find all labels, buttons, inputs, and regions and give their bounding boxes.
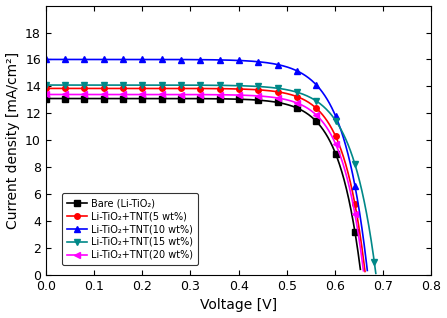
Y-axis label: Current density [mA/cm²]: Current density [mA/cm²] bbox=[5, 52, 20, 229]
Li-TiO₂+TNT(5 wt%) bbox=[181, 86, 187, 90]
Li-TiO₂+TNT(20 wt%) bbox=[122, 93, 127, 96]
Li-TiO₂+TNT(5 wt%) bbox=[43, 86, 49, 90]
Bare (Li-TiO₂) bbox=[148, 97, 154, 100]
Li-TiO₂+TNT(20 wt%) bbox=[86, 93, 91, 96]
Line: Li-TiO₂+TNT(10 wt%): Li-TiO₂+TNT(10 wt%) bbox=[43, 57, 370, 273]
Li-TiO₂+TNT(20 wt%) bbox=[43, 93, 49, 96]
Li-TiO₂+TNT(15 wt%) bbox=[373, 272, 379, 275]
Li-TiO₂+TNT(20 wt%) bbox=[66, 93, 72, 96]
Li-TiO₂+TNT(15 wt%) bbox=[223, 84, 228, 87]
Li-TiO₂+TNT(10 wt%) bbox=[280, 64, 285, 67]
Li-TiO₂+TNT(15 wt%) bbox=[83, 83, 88, 87]
Li-TiO₂+TNT(20 wt%) bbox=[325, 126, 330, 130]
Li-TiO₂+TNT(10 wt%) bbox=[338, 128, 344, 132]
Legend: Bare (Li-TiO₂), Li-TiO₂+TNT(5 wt%), Li-TiO₂+TNT(10 wt%), Li-TiO₂+TNT(15 wt%), Li: Bare (Li-TiO₂), Li-TiO₂+TNT(5 wt%), Li-T… bbox=[62, 193, 198, 265]
Line: Li-TiO₂+TNT(20 wt%): Li-TiO₂+TNT(20 wt%) bbox=[43, 92, 366, 273]
Li-TiO₂+TNT(15 wt%) bbox=[43, 83, 49, 87]
Bare (Li-TiO₂) bbox=[137, 97, 143, 100]
Li-TiO₂+TNT(10 wt%) bbox=[330, 107, 335, 111]
Li-TiO₂+TNT(5 wt%) bbox=[287, 93, 293, 96]
Bare (Li-TiO₂) bbox=[358, 267, 363, 271]
X-axis label: Voltage [V]: Voltage [V] bbox=[200, 299, 277, 313]
Bare (Li-TiO₂) bbox=[264, 99, 270, 103]
Li-TiO₂+TNT(20 wt%) bbox=[361, 269, 366, 273]
Line: Li-TiO₂+TNT(15 wt%): Li-TiO₂+TNT(15 wt%) bbox=[43, 82, 379, 276]
Li-TiO₂+TNT(10 wt%) bbox=[43, 58, 49, 61]
Li-TiO₂+TNT(15 wt%) bbox=[64, 83, 69, 87]
Li-TiO₂+TNT(5 wt%) bbox=[211, 87, 216, 91]
Li-TiO₂+TNT(5 wt%) bbox=[284, 92, 290, 95]
Li-TiO₂+TNT(15 wt%) bbox=[281, 87, 287, 91]
Li-TiO₂+TNT(20 wt%) bbox=[157, 93, 163, 96]
Li-TiO₂+TNT(5 wt%) bbox=[337, 146, 343, 149]
Li-TiO₂+TNT(15 wt%) bbox=[253, 85, 259, 88]
Li-TiO₂+TNT(10 wt%) bbox=[59, 58, 65, 61]
Bare (Li-TiO₂) bbox=[274, 100, 279, 104]
Li-TiO₂+TNT(10 wt%) bbox=[361, 237, 366, 241]
Li-TiO₂+TNT(10 wt%) bbox=[75, 58, 80, 61]
Bare (Li-TiO₂) bbox=[43, 97, 49, 100]
Line: Li-TiO₂+TNT(5 wt%): Li-TiO₂+TNT(5 wt%) bbox=[43, 86, 368, 274]
Li-TiO₂+TNT(20 wt%) bbox=[355, 230, 361, 234]
Li-TiO₂+TNT(10 wt%) bbox=[365, 269, 370, 273]
Bare (Li-TiO₂) bbox=[218, 97, 223, 101]
Line: Bare (Li-TiO₂): Bare (Li-TiO₂) bbox=[43, 96, 363, 272]
Bare (Li-TiO₂) bbox=[326, 137, 331, 141]
Li-TiO₂+TNT(5 wt%) bbox=[363, 270, 368, 273]
Li-TiO₂+TNT(15 wt%) bbox=[144, 83, 150, 87]
Li-TiO₂+TNT(5 wt%) bbox=[136, 86, 141, 90]
